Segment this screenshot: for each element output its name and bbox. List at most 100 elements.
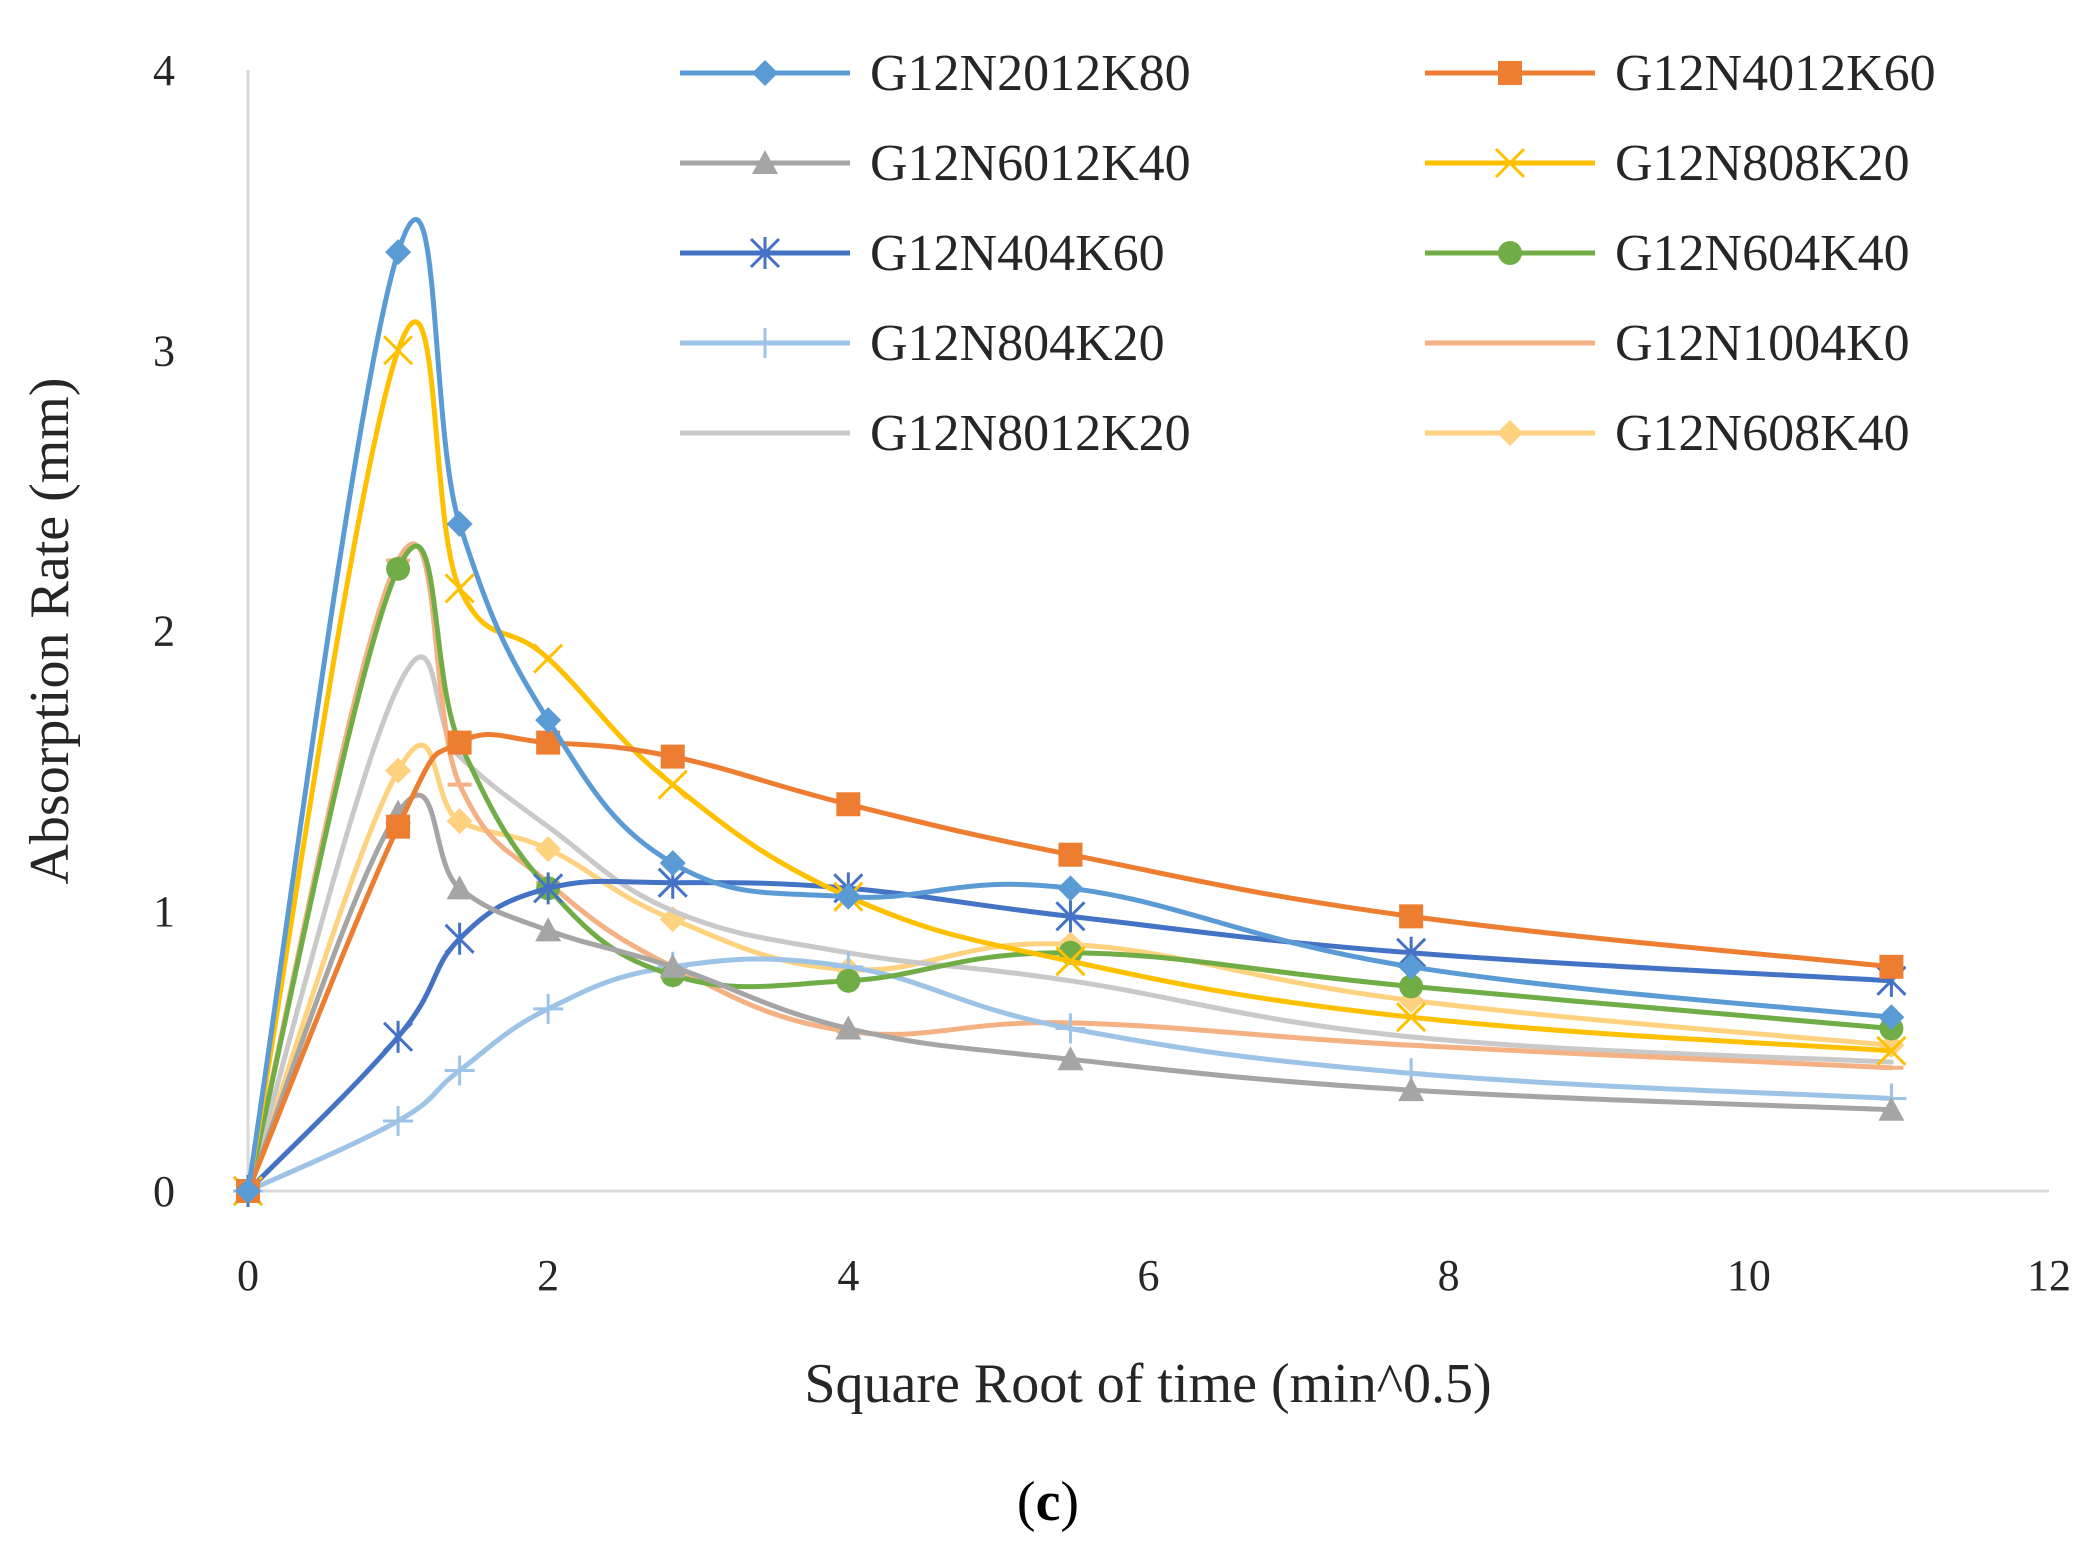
data-point-G12N4012K60 [660, 744, 685, 769]
data-point-G12N808K20 [657, 769, 688, 800]
series-G12N1004K0 [236, 541, 1904, 1194]
legend: G12N2012K80 G12N4012K60 G12N6012K40 G12N808… [680, 45, 1936, 462]
data-point-G12N804K20 [383, 1105, 414, 1136]
x-tick-label: 10 [1727, 1251, 1771, 1300]
y-tick-labels: 0 1 2 3 4 [153, 46, 175, 1216]
series-line-G12N2012K80 [245, 217, 1894, 1194]
legend-label: G12N604K40 [1615, 225, 1910, 282]
y-tick-label: 1 [153, 887, 175, 936]
data-point-G12N4012K60 [836, 792, 861, 817]
series-line-G12N808K20 [245, 319, 1894, 1194]
legend-item-G12N1004K0: G12N1004K0 [1425, 315, 1910, 372]
legend-marker [752, 60, 778, 86]
x-tick-label: 6 [1138, 1251, 1160, 1300]
data-point-G12N6012K40 [446, 875, 473, 900]
y-tick-label: 0 [153, 1167, 175, 1216]
data-point-G12N6012K40 [1398, 1077, 1425, 1102]
legend-item-G12N804K20: G12N804K20 [680, 315, 1165, 372]
legend-marker [1497, 420, 1523, 446]
data-point-G12N2012K80 [385, 239, 412, 266]
legend-marker [752, 150, 778, 174]
series-G12N604K40 [236, 543, 1904, 1203]
legend-item-G12N608K40: G12N608K40 [1425, 405, 1910, 462]
legend-item-G12N8012K20: G12N8012K20 [680, 405, 1191, 462]
data-point-G12N404K60 [444, 922, 475, 955]
series-line-G12N404K60 [245, 878, 1894, 1194]
data-point-G12N804K20 [444, 1055, 475, 1086]
data-point-G12N808K20 [444, 573, 475, 604]
data-point-G12N2012K80 [659, 850, 686, 877]
data-point-G12N6012K40 [535, 917, 562, 942]
data-point-G12N6012K40 [1878, 1096, 1905, 1121]
legend-label: G12N804K20 [870, 315, 1165, 372]
plot-series [232, 217, 1907, 1207]
legend-label: G12N608K40 [1615, 405, 1910, 462]
y-axis-title: Absorption Rate (mm) [19, 377, 81, 884]
legend-label: G12N8012K20 [870, 405, 1191, 462]
x-tick-label: 12 [2027, 1251, 2071, 1300]
series-G12N8012K20 [245, 654, 1894, 1194]
legend-item-G12N6012K40: G12N6012K40 [680, 135, 1191, 192]
y-tick-label: 4 [153, 46, 175, 95]
data-point-G12N608K40 [535, 836, 562, 863]
caption-letter: c [1036, 1471, 1061, 1533]
data-point-G12N404K60 [383, 1020, 414, 1053]
series-G12N2012K80 [235, 217, 1905, 1204]
legend-marker [1498, 241, 1522, 265]
legend-marker [1494, 147, 1526, 179]
data-point-G12N2012K80 [235, 1178, 261, 1204]
data-point-G12N808K20 [1876, 1035, 1907, 1066]
data-point-G12N6012K40 [659, 953, 686, 978]
legend-item-G12N2012K80: G12N2012K80 [680, 45, 1191, 102]
data-point-G12N404K60 [533, 872, 564, 905]
legend-item-G12N4012K60: G12N4012K60 [1425, 45, 1936, 102]
figure-caption: (c) [1017, 1471, 1079, 1533]
legend-item-G12N808K20: G12N808K20 [1425, 135, 1910, 192]
data-point-G12N804K20 [1055, 1013, 1086, 1044]
x-tick-labels: 0 2 4 6 8 10 12 [237, 1251, 2071, 1300]
x-axis-title: Square Root of time (min^0.5) [804, 1353, 1491, 1415]
data-point-G12N608K40 [385, 757, 412, 784]
series-line-G12N604K40 [245, 543, 1894, 1194]
data-point-G12N4012K60 [1058, 842, 1083, 867]
legend-label: G12N6012K40 [870, 135, 1191, 192]
series-line-G12N8012K20 [245, 654, 1894, 1194]
series-line-G12N804K20 [245, 956, 1894, 1194]
axes [246, 70, 2049, 1193]
x-tick-label: 2 [537, 1251, 559, 1300]
data-point-G12N4012K60 [447, 730, 472, 755]
data-point-G12N604K40 [386, 556, 411, 581]
legend-marker [750, 328, 780, 358]
data-point-G12N4012K60 [1879, 954, 1904, 979]
data-point-G12N2012K80 [1057, 875, 1084, 902]
y-tick-label: 2 [153, 607, 175, 656]
legend-marker [1498, 61, 1522, 85]
data-point-G12N6012K40 [835, 1015, 862, 1040]
data-point-G12N604K40 [1399, 974, 1424, 999]
legend-item-G12N604K40: G12N604K40 [1425, 225, 1910, 282]
legend-item-G12N404K60: G12N404K60 [680, 225, 1165, 282]
caption-close: ) [1060, 1471, 1079, 1533]
data-point-G12N2012K80 [1398, 953, 1425, 980]
data-point-G12N804K20 [533, 993, 564, 1024]
x-tick-label: 8 [1438, 1251, 1460, 1300]
data-point-G12N2012K80 [535, 707, 562, 734]
data-point-G12N6012K40 [1057, 1046, 1084, 1071]
legend-label: G12N2012K80 [870, 45, 1191, 102]
legend-label: G12N4012K60 [1615, 45, 1936, 102]
data-point-G12N808K20 [1396, 1002, 1427, 1033]
data-point-G12N808K20 [383, 335, 414, 366]
data-point-G12N404K60 [1055, 900, 1086, 933]
legend-label: G12N808K20 [1615, 135, 1910, 192]
y-tick-label: 3 [153, 326, 175, 375]
legend-label: G12N1004K0 [1615, 315, 1910, 372]
x-tick-label: 0 [237, 1251, 259, 1300]
data-point-G12N808K20 [1055, 946, 1086, 977]
data-point-G12N4012K60 [386, 814, 411, 839]
data-point-G12N2012K80 [835, 883, 862, 910]
data-point-G12N4012K60 [1399, 904, 1424, 929]
legend-label: G12N404K60 [870, 225, 1165, 282]
series-G12N608K40 [235, 742, 1905, 1204]
data-point-G12N2012K80 [1878, 1004, 1905, 1031]
